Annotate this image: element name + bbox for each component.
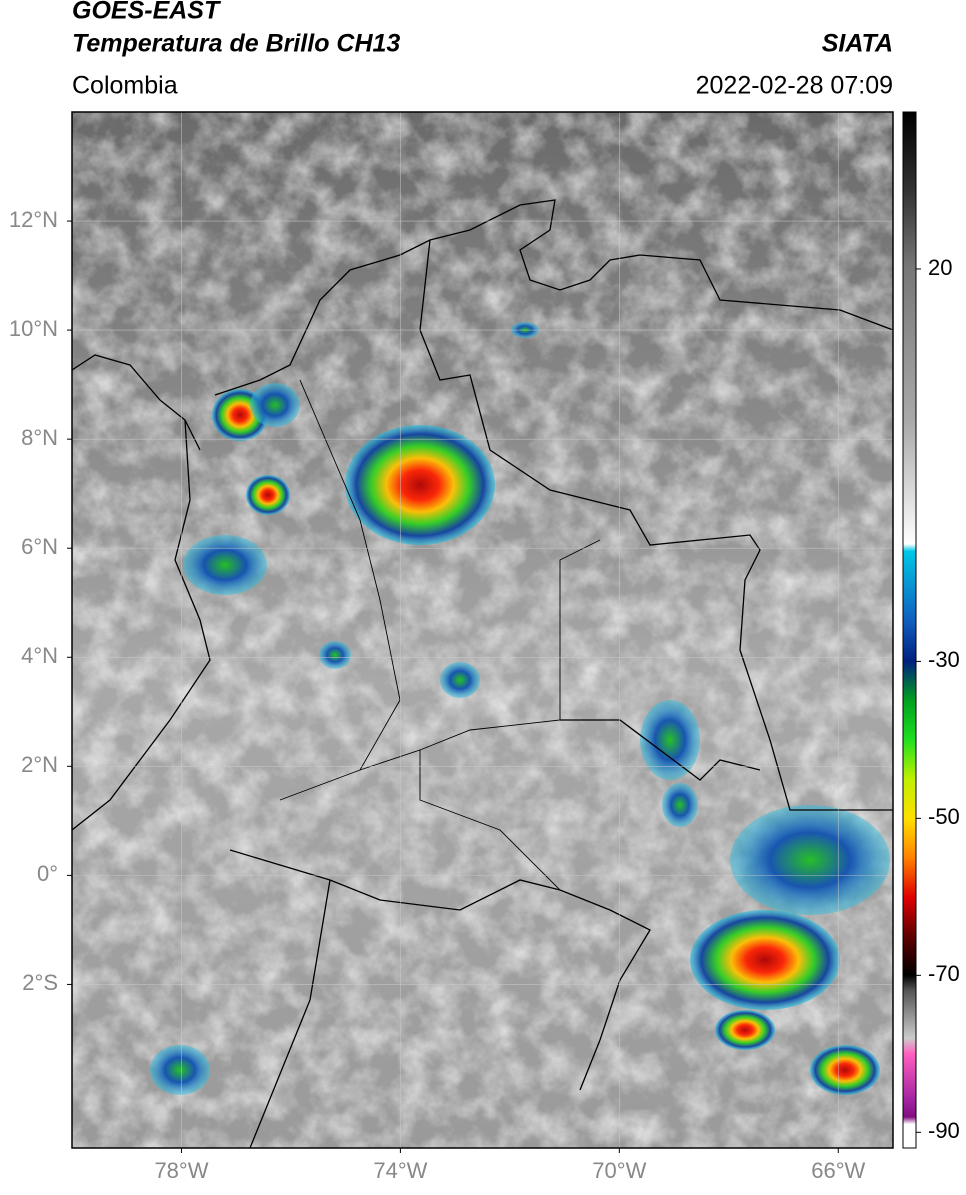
coastline	[72, 354, 201, 451]
storm-cell	[345, 425, 495, 545]
map-frame	[71, 111, 894, 1149]
gridlines	[72, 112, 893, 1148]
storm-cell	[640, 700, 700, 780]
storm-cell	[319, 641, 351, 669]
y-tick-label: 6°N	[21, 534, 58, 559]
storm-cell	[246, 475, 290, 515]
map-image	[72, 112, 893, 1148]
x-tick-label: 66°W	[811, 1158, 865, 1183]
coastline	[214, 199, 893, 396]
borders	[72, 199, 893, 1148]
region: Colombia	[72, 72, 178, 100]
storm-cell	[715, 1010, 775, 1050]
department-border	[279, 749, 561, 891]
datetime: 2022-02-28 07:09	[696, 72, 893, 100]
colorbar-tick-label: -30	[928, 647, 960, 672]
y-tick-label: 8°N	[21, 425, 58, 450]
storm-cell	[730, 805, 890, 915]
y-tick-label: 4°N	[21, 643, 58, 668]
department-border	[299, 379, 401, 771]
coastline	[72, 419, 211, 831]
storm-cell	[690, 910, 840, 1010]
border	[419, 239, 893, 811]
y-tick-label: 12°N	[9, 207, 58, 232]
subtitle: Temperatura de Brillo CH13	[72, 30, 400, 58]
x-tick-label: 78°W	[154, 1158, 208, 1183]
storm-cell	[150, 1045, 210, 1095]
title: GOES-EAST	[72, 0, 222, 25]
x-tick-label: 74°W	[373, 1158, 427, 1183]
colorbar	[902, 111, 917, 1149]
source: SIATA	[822, 30, 893, 58]
y-tick-label: 2°S	[22, 970, 58, 995]
y-tick-label: 0°	[37, 861, 58, 886]
y-tick-label: 2°N	[21, 752, 58, 777]
coastline	[249, 879, 331, 1148]
border	[560, 719, 761, 781]
y-tick-label: 10°N	[9, 316, 58, 341]
convection	[150, 322, 890, 1095]
storm-cell	[250, 383, 300, 427]
colorbar-tick-label: 20	[928, 255, 952, 280]
storm-cell	[183, 535, 267, 595]
storm-cell	[662, 783, 698, 827]
x-tick-label: 70°W	[592, 1158, 646, 1183]
colorbar-tick-label: -90	[928, 1118, 960, 1143]
department-border	[419, 539, 601, 751]
storm-cell	[440, 662, 480, 698]
colorbar-tick-label: -70	[928, 961, 960, 986]
storm-cell	[810, 1045, 880, 1095]
colorbar-tick-label: -50	[928, 804, 960, 829]
